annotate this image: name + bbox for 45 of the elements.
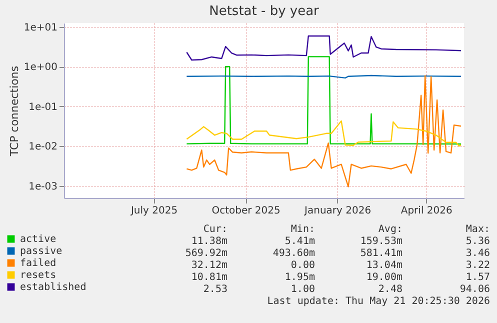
text: 493.60m [272,248,315,260]
text: 5.36 [464,236,490,248]
line-series [186,35,462,61]
line-series [186,120,462,147]
line-series [186,56,462,145]
text: Avg: [377,224,402,236]
text: 1.00 [290,284,315,296]
text: Last update: Thu May 21 20:25:30 2026 [266,296,490,308]
text: 3.46 [464,248,490,260]
text: 5.41m [284,236,315,248]
y-tick-label: 1e+00 [24,62,58,74]
y-tick-label: 1e-02 [28,142,58,153]
text: 0.00 [290,260,315,272]
text: 569.92m [184,248,228,260]
text: 159.53m [359,236,402,248]
line-series [186,75,462,188]
chart-title: Netstat - by year [209,4,320,19]
text: 11.38m [190,236,228,248]
y-tick-label: 1e+01 [24,22,58,34]
text: 581.41m [359,248,402,260]
legend-label: failed [20,258,56,269]
text: Cur: [202,224,228,236]
x-tick-label: April 2026 [400,206,452,216]
legend-label: resets [20,270,56,281]
text: 1.57 [464,272,490,284]
text: 10.81m [190,272,228,284]
text: 94.06 [458,284,490,296]
text: 2.53 [202,284,228,296]
legend-label: active [20,234,56,245]
x-tick-label: October 2025 [212,206,280,216]
text: 19.00m [365,272,402,284]
legend-label: passive [20,246,62,257]
text: 32.12m [190,260,228,272]
y-tick-label: 1e-03 [28,182,58,193]
text: Max: [464,224,490,236]
text: 3.22 [464,260,490,272]
text: 2.48 [377,284,402,296]
x-tick-label: January 2026 [304,206,372,216]
y-axis-title: TCP connections [8,66,21,158]
text: 1.95m [284,272,315,284]
y-tick-label: 1e-01 [28,102,58,113]
text: Min: [290,224,315,236]
x-tick-label: July 2025 [130,206,178,216]
text: 13.04m [365,260,402,272]
legend-label: established [20,282,86,293]
